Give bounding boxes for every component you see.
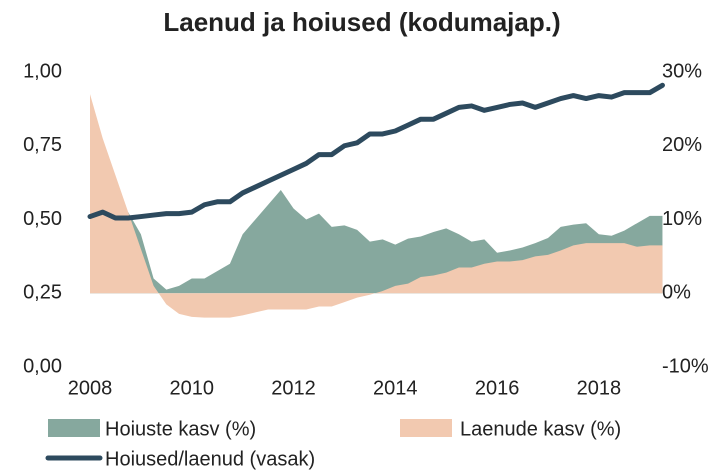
y2-tick-label: 20% [662,134,702,156]
x-tick-label: 2016 [475,377,520,399]
legend-swatch [400,419,452,437]
x-tick-label: 2010 [170,377,215,399]
y2-tick-label: -10% [662,355,709,377]
y2-tick-label: 10% [662,208,702,230]
legend-label: Laenude kasv (%) [460,418,621,440]
y2-tick-label: 0% [662,282,691,304]
y-tick-label: 0,75 [23,134,62,156]
legend-label: Hoiuste kasv (%) [105,418,256,440]
y-tick-label: 0,25 [23,282,62,304]
y-tick-label: 1,00 [23,60,62,82]
line [87,82,665,221]
legend-swatch [48,419,100,437]
y-tick-label: 0,00 [23,355,62,377]
x-tick-label: 2014 [373,377,418,399]
chart-title: Laenud ja hoiused (kodumajap.) [163,7,560,37]
x-tick-label: 2012 [271,377,316,399]
area [90,94,663,318]
y-tick-label: 0,50 [23,208,62,230]
x-tick-label: 2008 [68,377,113,399]
y2-tick-label: 30% [662,60,702,82]
x-tick-label: 2018 [577,377,622,399]
legend-label: Hoiused/laenud (vasak) [105,448,315,470]
